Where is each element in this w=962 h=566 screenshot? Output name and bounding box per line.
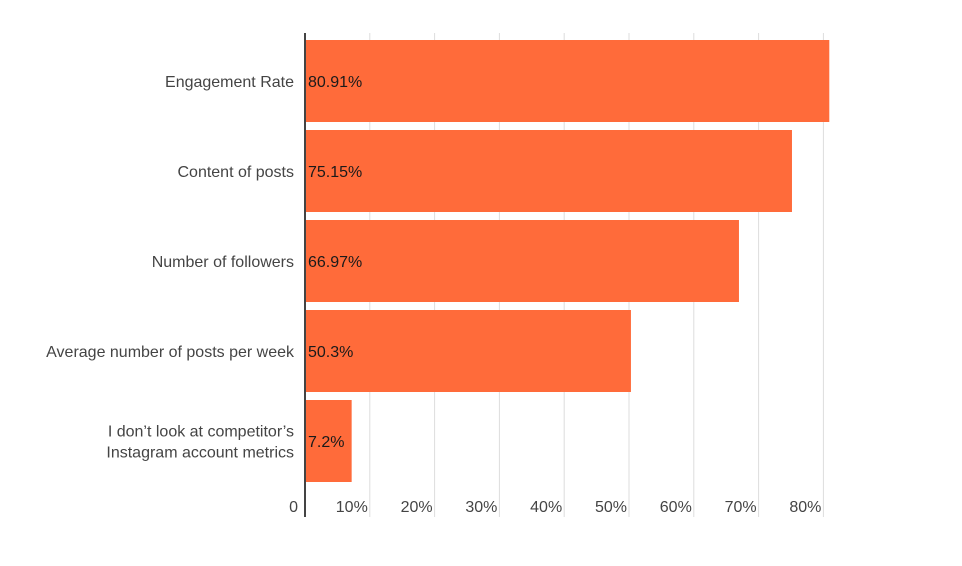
tick-label: 20% <box>401 499 433 516</box>
tick-label: 30% <box>465 499 497 516</box>
data-label: 75.15% <box>308 164 362 181</box>
tick-label: 60% <box>660 499 692 516</box>
category-label: Content of posts <box>177 164 294 181</box>
category-label: Average number of posts per week <box>46 344 295 361</box>
category-label: Engagement Rate <box>165 74 294 91</box>
tick-label: 10% <box>336 499 368 516</box>
data-label: 80.91% <box>308 74 362 91</box>
tick-label: 50% <box>595 499 627 516</box>
x-axis-ticks: 0 10% 20% 30% 40% 50% 60% 70% 80% <box>289 499 821 516</box>
bar <box>305 310 631 392</box>
data-label: 7.2% <box>308 434 344 451</box>
tick-label: 70% <box>725 499 757 516</box>
data-label: 50.3% <box>308 344 353 361</box>
data-label: 66.97% <box>308 254 362 271</box>
bar <box>305 130 792 212</box>
category-labels: Engagement Rate Content of posts Number of… <box>46 74 295 462</box>
tick-label: 40% <box>530 499 562 516</box>
tick-label: 0 <box>289 499 298 516</box>
tick-label: 80% <box>789 499 821 516</box>
category-label: Instagram account metrics <box>106 445 294 462</box>
data-labels: 80.91% 75.15% 66.97% 50.3% 7.2% <box>308 74 362 451</box>
category-label: I don’t look at competitor’s <box>108 424 294 441</box>
bar <box>305 220 739 302</box>
category-label: Number of followers <box>152 254 294 271</box>
bar <box>305 400 352 482</box>
bars <box>305 40 830 482</box>
bar <box>305 40 830 122</box>
